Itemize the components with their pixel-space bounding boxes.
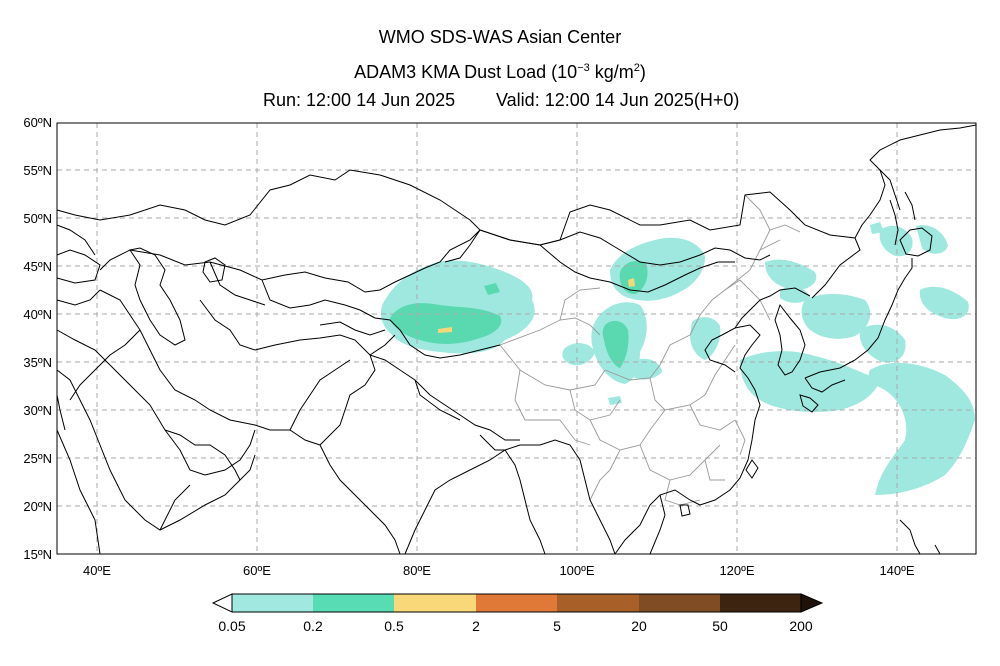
- run-time: Run: 12:00 14 Jun 2025: [263, 90, 456, 110]
- colorbar-bin-1: [232, 594, 313, 612]
- colorbar-bin-4: [476, 594, 557, 612]
- lat-label: 30ºN: [23, 403, 52, 418]
- coastlines-borders: [56, 124, 977, 555]
- colorbar-label: 2: [472, 618, 480, 634]
- dust-area-taklamakan-peak: [438, 327, 452, 333]
- dust-area-hexi-core: [602, 320, 629, 368]
- colorbar-bin-7: [720, 594, 801, 612]
- colorbar: [211, 593, 824, 613]
- dust-area-east-sea: [801, 294, 871, 339]
- dust-area-pacific: [868, 362, 975, 495]
- colorbar-bin-5: [557, 594, 639, 612]
- dust-area-north-china: [690, 317, 721, 360]
- lat-label: 60ºN: [23, 115, 52, 130]
- colorbar-label: 0.5: [384, 618, 404, 634]
- dust-area-taklamakan-core: [390, 303, 502, 344]
- graticule: [57, 123, 976, 554]
- colorbar-bin-2: [313, 594, 394, 612]
- dust-area-central: [630, 358, 662, 380]
- dust-area-northeast: [765, 259, 817, 290]
- chart-title: WMO SDS-WAS Asian Center: [378, 27, 622, 47]
- colorbar-arrow-right: [800, 593, 824, 613]
- colorbar-label: 0.05: [218, 618, 246, 634]
- lat-label: 15ºN: [23, 547, 52, 562]
- province-boundaries: [499, 194, 801, 506]
- dust-area-northeast2: [780, 286, 810, 303]
- colorbar-bin-3: [394, 594, 476, 612]
- dust-area-yellow-sea: [740, 351, 880, 413]
- dust-area-gobi-core: [619, 261, 648, 295]
- valid-time: Valid: 12:00 14 Jun 2025(H+0): [496, 90, 740, 110]
- lat-label: 45ºN: [23, 259, 52, 274]
- lon-label: 140ºE: [879, 563, 915, 578]
- lon-label: 120ºE: [719, 563, 755, 578]
- colorbar-bin-6: [639, 594, 720, 612]
- lat-label: 40ºN: [23, 307, 52, 322]
- chart-subtitle: ADAM3 KMA Dust Load (10−3 kg/m2): [354, 62, 646, 82]
- lat-label: 50ºN: [23, 211, 52, 226]
- colorbar-label: 20: [631, 618, 647, 634]
- lon-label: 60ºE: [243, 563, 271, 578]
- colorbar-label: 50: [712, 618, 728, 634]
- dust-area-honshu: [859, 324, 906, 363]
- dust-area-sakhalin: [870, 222, 884, 234]
- lon-label: 40ºE: [83, 563, 111, 578]
- colorbar-label: 0.2: [303, 618, 323, 634]
- dust-area-qaidam: [562, 343, 595, 366]
- colorbar-label: 200: [789, 618, 813, 634]
- lat-label: 55ºN: [23, 163, 52, 178]
- dust-area-gobi-peak: [628, 278, 635, 287]
- dust-load-shading: [380, 222, 975, 495]
- lat-label: 20ºN: [23, 499, 52, 514]
- colorbar-arrow-left: [211, 593, 233, 613]
- dust-area-tarim-east: [484, 283, 500, 295]
- dust-area-japan-east: [919, 286, 969, 320]
- colorbar-label: 5: [553, 618, 561, 634]
- lon-label: 80ºE: [403, 563, 431, 578]
- map-frame: [56, 122, 977, 555]
- lat-label: 25ºN: [23, 451, 52, 466]
- lat-label: 35ºN: [23, 355, 52, 370]
- lon-label: 100ºE: [559, 563, 595, 578]
